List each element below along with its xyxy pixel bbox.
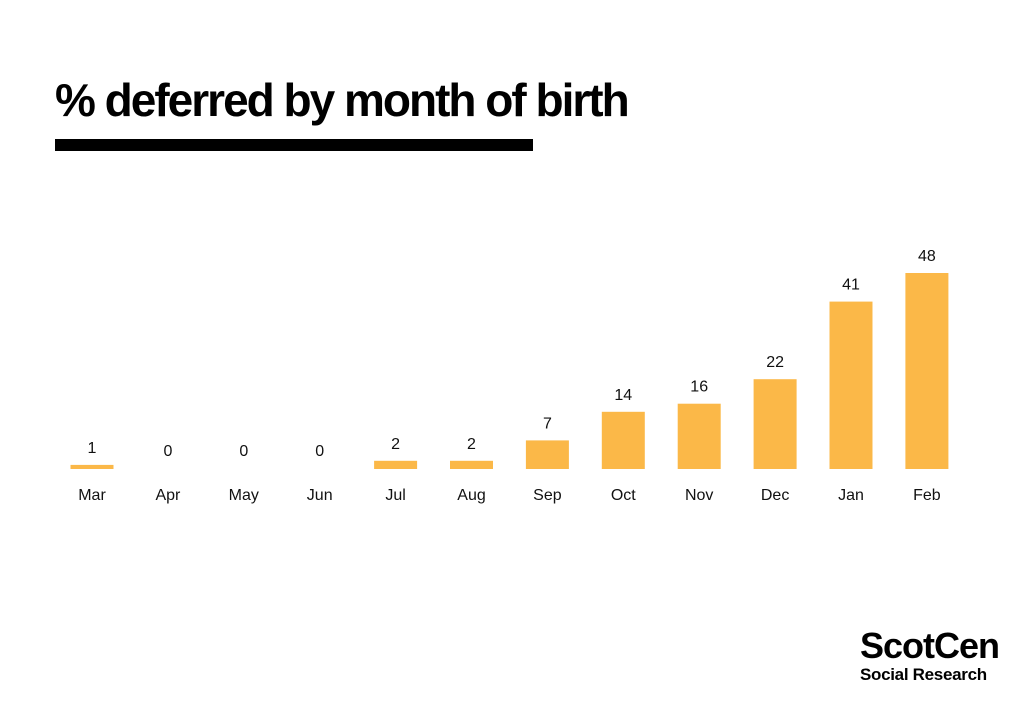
x-tick-jul: Jul — [385, 487, 405, 504]
x-tick-feb: Feb — [913, 487, 941, 504]
title-underline — [55, 139, 533, 151]
data-label-mar: 1 — [88, 440, 97, 457]
x-tick-nov: Nov — [685, 487, 713, 504]
bar-oct — [601, 411, 645, 469]
bar-aug — [450, 460, 493, 469]
bar-jan — [829, 301, 873, 469]
chart-title: % deferred by month of birth — [55, 74, 630, 126]
logo-name: ScotCen — [859, 625, 1000, 666]
data-label-nov: 16 — [690, 379, 708, 396]
data-label-dec: 22 — [766, 354, 784, 371]
data-label-jul: 2 — [391, 436, 400, 453]
x-tick-apr: Apr — [155, 487, 181, 504]
x-tick-dec: Dec — [761, 487, 789, 504]
x-tick-jun: Jun — [307, 487, 333, 504]
bar-nov — [677, 403, 721, 469]
x-tick-sep: Sep — [533, 487, 562, 504]
bar-mar — [70, 464, 114, 469]
data-label-may: 0 — [239, 443, 248, 460]
data-label-jan: 41 — [842, 277, 860, 294]
x-tick-oct: Oct — [611, 487, 636, 504]
x-tick-aug: Aug — [457, 487, 485, 504]
bar-dec — [753, 379, 797, 469]
bar-jul — [374, 460, 418, 469]
data-label-apr: 0 — [163, 443, 172, 460]
x-tick-jan: Jan — [838, 487, 864, 504]
bar-feb — [905, 273, 949, 469]
data-label-jun: 0 — [315, 443, 324, 460]
data-label-feb: 48 — [918, 248, 936, 265]
bar-sep — [525, 440, 569, 469]
x-tick-may: May — [229, 487, 259, 504]
data-label-sep: 7 — [543, 415, 552, 432]
data-label-aug: 2 — [467, 436, 476, 453]
x-tick-mar: Mar — [78, 487, 106, 504]
scotcen-logo: ScotCen Social Research — [859, 625, 1000, 685]
data-label-oct: 14 — [614, 387, 632, 404]
logo-tagline: Social Research — [859, 665, 987, 684]
